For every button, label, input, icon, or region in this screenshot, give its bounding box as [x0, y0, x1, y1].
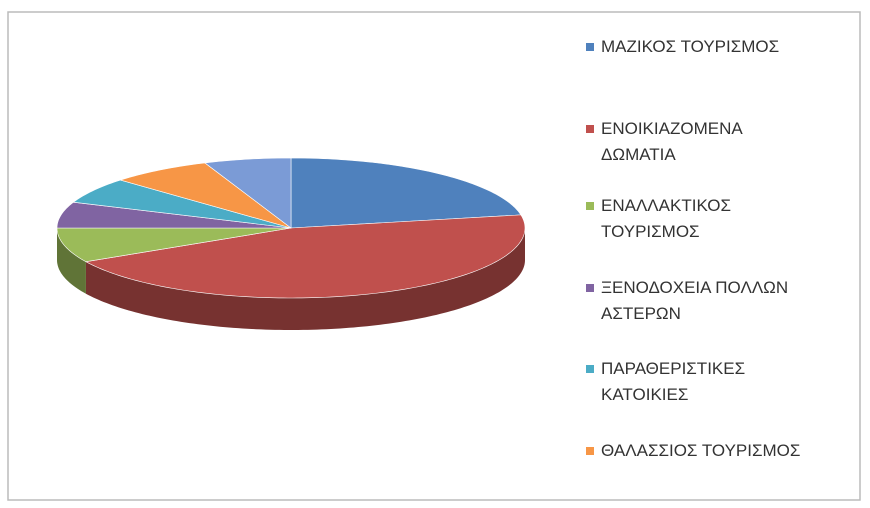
slice-side — [85, 228, 525, 330]
legend-label: ΜΑΖΙΚΟΣ ΤΟΥΡΙΣΜΟΣ — [601, 37, 780, 56]
legend-swatch — [586, 447, 594, 455]
slice — [204, 157, 292, 229]
legend-item: ΞΕΝΟΔΟΧΕΙΑ ΠΟΛΛΩΝ ΑΣΤΕΡΩΝ — [586, 275, 816, 327]
slice — [72, 179, 292, 229]
legend-item: ΜΑΖΙΚΟΣ ΤΟΥΡΙΣΜΟΣ — [586, 34, 816, 60]
slice — [290, 157, 522, 229]
legend-item: ΕΝΑΛΛΑΚΤΙΚΟΣ ΤΟΥΡΙΣΜΟΣ — [586, 193, 816, 245]
legend-label: ΘΑΛΑΣΣΙΟΣ ΤΟΥΡΙΣΜΟΣ — [601, 441, 801, 460]
slice-side — [57, 228, 86, 294]
legend-swatch — [586, 125, 594, 133]
frame — [7, 11, 861, 501]
legend-label: ΕΝΟΙΚΙΑΖΟΜΕΝΑ ΔΩΜΑΤΙΑ — [601, 119, 742, 164]
legend-item: ΠΑΡΑΘΕΡΙΣΤΙΚΕΣ ΚΑΤΟΙΚΙΕΣ — [586, 356, 816, 408]
legend-label: ΠΑΡΑΘΕΡΙΣΤΙΚΕΣ ΚΑΤΟΙΚΙΕΣ — [601, 359, 746, 404]
legend-swatch — [586, 43, 594, 51]
legend-item: ΘΑΛΑΣΣΙΟΣ ΤΟΥΡΙΣΜΟΣ — [586, 438, 816, 464]
legend-item: ΕΝΟΙΚΙΑΖΟΜΕΝΑ ΔΩΜΑΤΙΑ — [586, 116, 816, 168]
slice — [119, 162, 292, 229]
legend-swatch — [586, 365, 594, 373]
legend-label: ΕΝΑΛΛΑΚΤΙΚΟΣ ΤΟΥΡΙΣΜΟΣ — [601, 196, 731, 241]
slice — [56, 227, 292, 263]
slice — [56, 201, 292, 229]
slice — [85, 214, 526, 299]
legend-swatch — [586, 284, 594, 292]
legend-swatch — [586, 202, 594, 210]
legend-label: ΞΕΝΟΔΟΧΕΙΑ ΠΟΛΛΩΝ ΑΣΤΕΡΩΝ — [601, 278, 789, 323]
